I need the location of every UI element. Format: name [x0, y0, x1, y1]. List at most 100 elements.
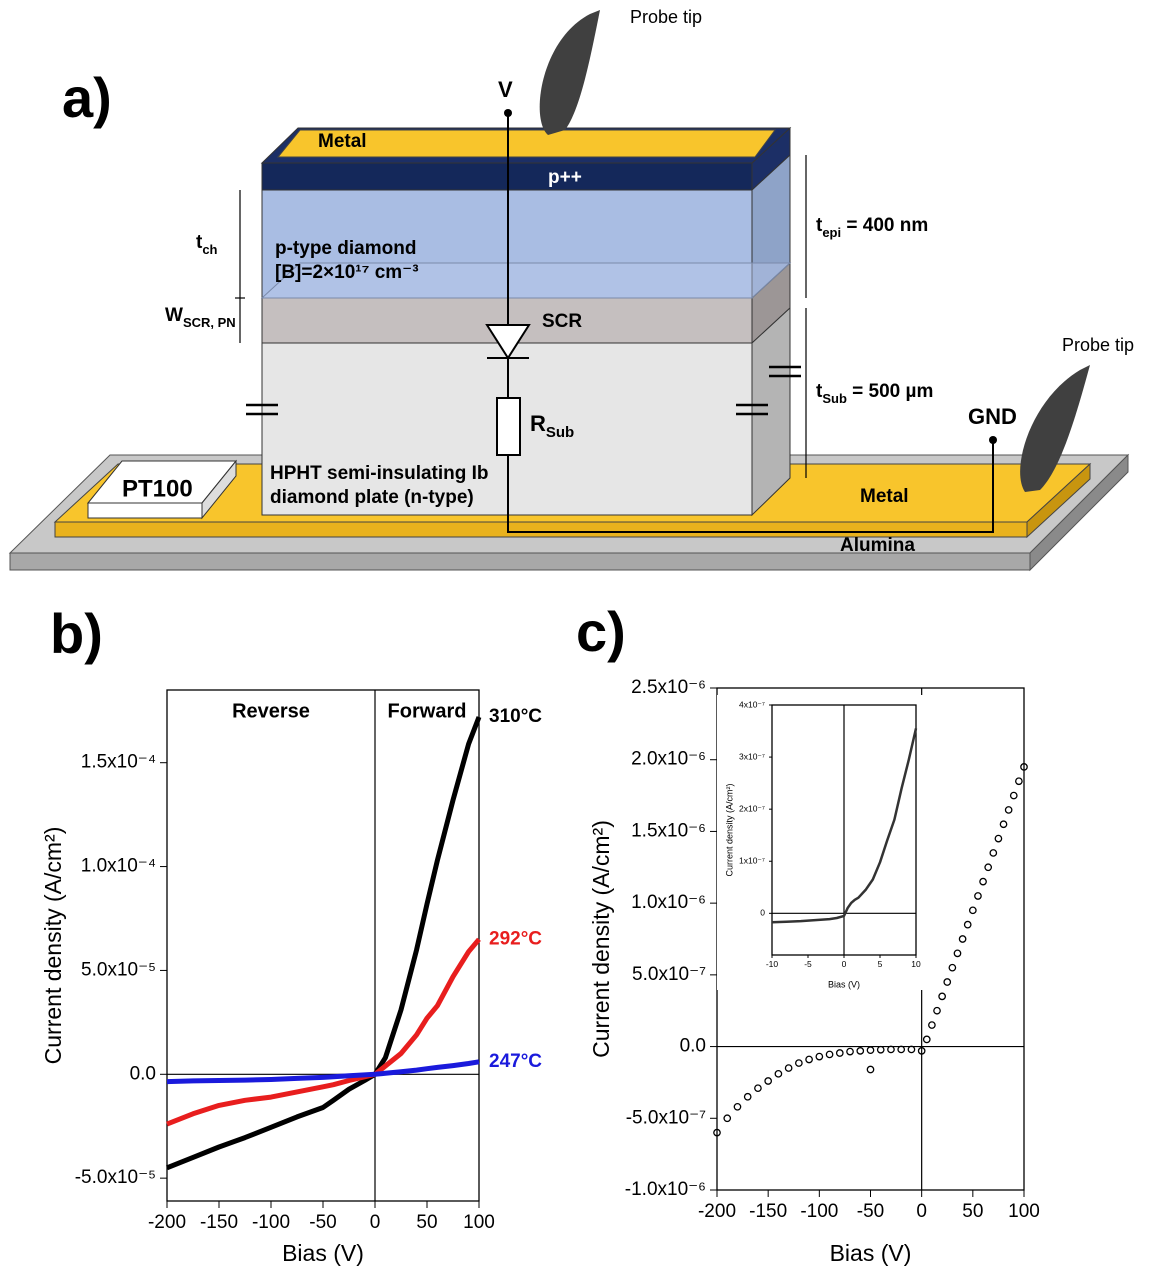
- label: SCR: [542, 311, 582, 332]
- x-axis-label: Bias (V): [828, 979, 860, 989]
- x-tick-label: -5: [804, 959, 812, 969]
- data-point: [734, 1104, 740, 1110]
- data-line: [167, 717, 479, 1168]
- x-tick-label: 10: [911, 959, 921, 969]
- annotation: Reverse: [232, 700, 310, 722]
- data-point: [995, 835, 1001, 841]
- node: [989, 436, 997, 444]
- panel-label: c): [576, 600, 626, 663]
- y-tick-label: 2.0x10⁻⁶: [631, 749, 706, 770]
- data-point: [878, 1047, 884, 1053]
- y-tick-label: 3x10⁻⁷: [739, 751, 765, 761]
- panel-label: b): [50, 602, 103, 665]
- data-point: [816, 1053, 822, 1059]
- substrate-side: [752, 308, 790, 515]
- diagram: a) Probe tip Probe tip V GND Metal p++ p…: [10, 7, 1134, 570]
- y-tick-label: 4x10⁻⁷: [739, 699, 765, 709]
- data-point: [954, 950, 960, 956]
- y-axis-label: Current density (A/cm²): [588, 820, 614, 1058]
- label: [B]=2×10¹⁷ cm⁻³: [275, 262, 419, 283]
- data-point: [1011, 792, 1017, 798]
- x-tick-label: -200: [698, 1201, 736, 1222]
- label: SCR, PN: [183, 315, 236, 330]
- label: diamond plate (n-type): [270, 487, 474, 508]
- x-tick-label: 0: [842, 959, 847, 969]
- data-point: [847, 1048, 853, 1054]
- label: = 400 nm: [841, 215, 928, 236]
- x-tick-label: -100: [252, 1212, 290, 1233]
- label: V: [498, 77, 513, 102]
- y-tick-label: 5.0x10⁻⁷: [632, 964, 706, 985]
- data-point: [765, 1078, 771, 1084]
- data-point: [806, 1056, 812, 1062]
- data-point: [755, 1085, 761, 1091]
- label: ch: [202, 242, 217, 257]
- y-axis-label: Current density (A/cm²): [724, 783, 734, 876]
- data-point: [745, 1094, 751, 1100]
- pt100-front: [88, 503, 202, 518]
- x-tick-label: 100: [1008, 1201, 1040, 1222]
- plot-frame: [167, 690, 479, 1201]
- label: Sub: [546, 424, 574, 441]
- x-tick-label: 0: [916, 1201, 927, 1222]
- panel-label: a): [62, 66, 112, 129]
- x-axis-label: Bias (V): [282, 1240, 364, 1266]
- data-point: [1005, 807, 1011, 813]
- legend-label: 292°C: [489, 928, 542, 949]
- label: GND: [968, 404, 1017, 429]
- y-tick-label: 0: [760, 908, 765, 918]
- y-tick-label: 1.0x10⁻⁶: [631, 892, 706, 913]
- legend-label: 247°C: [489, 1051, 542, 1072]
- figure: a) Probe tip Probe tip V GND Metal p++ p…: [0, 0, 1152, 1271]
- label: epi: [822, 225, 841, 240]
- data-point: [959, 936, 965, 942]
- probe-tip: [540, 10, 600, 135]
- resistor: [497, 398, 520, 455]
- data-point: [970, 907, 976, 913]
- data-point: [775, 1071, 781, 1077]
- label: Probe tip: [1062, 335, 1134, 355]
- data-point: [924, 1036, 930, 1042]
- y-tick-label: -5.0x10⁻⁷: [626, 1107, 706, 1128]
- data-line: [167, 1062, 479, 1082]
- data-point: [934, 1008, 940, 1014]
- x-tick-label: -150: [749, 1201, 787, 1222]
- y-tick-label: 1.0x10⁻⁴: [81, 856, 156, 877]
- y-tick-label: 1.5x10⁻⁴: [81, 752, 156, 773]
- data-point: [867, 1047, 873, 1053]
- annotation: Forward: [388, 700, 467, 722]
- y-axis-label: Current density (A/cm²): [40, 827, 66, 1065]
- label: R: [530, 411, 546, 436]
- y-tick-label: -1.0x10⁻⁶: [625, 1179, 706, 1200]
- x-tick-label: -50: [309, 1212, 336, 1233]
- data-point: [975, 893, 981, 899]
- data-point: [980, 878, 986, 884]
- inset-background: [717, 695, 923, 990]
- label: p-type diamond: [275, 238, 416, 259]
- label: p++: [548, 167, 582, 188]
- x-tick-label: -100: [800, 1201, 838, 1222]
- data-point: [908, 1046, 914, 1052]
- label: tch: [196, 232, 218, 257]
- x-tick-label: 5: [878, 959, 883, 969]
- data-point: [1000, 821, 1006, 827]
- x-axis-label: Bias (V): [830, 1240, 912, 1266]
- x-tick-label: -50: [857, 1201, 884, 1222]
- data-point: [724, 1115, 730, 1121]
- data-point: [898, 1046, 904, 1052]
- x-tick-label: -150: [200, 1212, 238, 1233]
- label: Metal: [860, 486, 909, 507]
- y-tick-label: 5.0x10⁻⁵: [81, 959, 156, 980]
- y-tick-label: 0.0: [130, 1063, 156, 1084]
- data-line: [167, 939, 479, 1124]
- label: tSub = 500 µm: [816, 381, 933, 406]
- label: Sub: [822, 391, 847, 406]
- data-point: [867, 1066, 873, 1072]
- data-point: [785, 1065, 791, 1071]
- data-point: [888, 1046, 894, 1052]
- label: Probe tip: [630, 7, 702, 27]
- y-tick-label: 1x10⁻⁷: [739, 856, 765, 866]
- data-point: [857, 1048, 863, 1054]
- label: = 500 µm: [847, 381, 933, 402]
- y-tick-label: 2x10⁻⁷: [739, 803, 765, 813]
